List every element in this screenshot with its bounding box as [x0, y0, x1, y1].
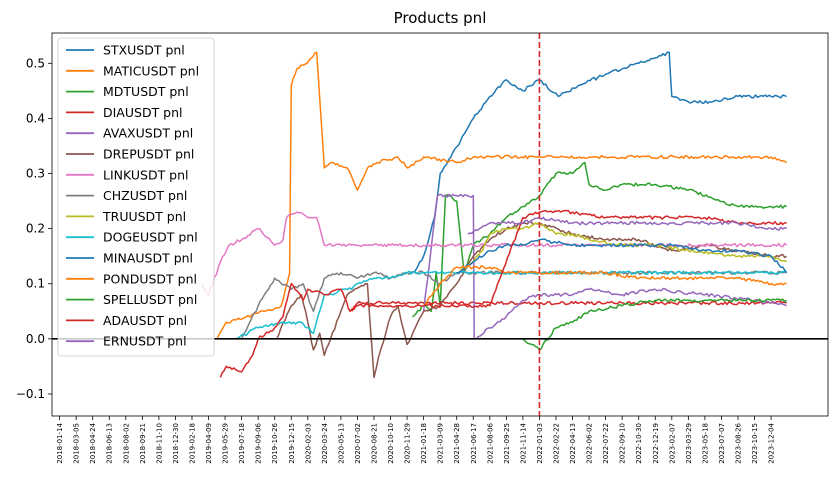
- legend-label: MATICUSDT pnl: [103, 63, 199, 78]
- x-tick-label: 2019-09-06: [255, 422, 263, 463]
- legend-label: LINKUSDT pnl: [103, 167, 189, 182]
- x-tick-label: 2020-07-02: [354, 423, 362, 464]
- legend-label: PONDUSDT pnl: [103, 271, 197, 286]
- x-tick-label: 2021-06-17: [470, 423, 478, 464]
- x-tick-label: 2018-03-05: [73, 423, 81, 464]
- x-tick-label: 2023-07-07: [718, 423, 726, 464]
- legend-label: CHZUSDT pnl: [103, 188, 187, 203]
- y-tick-label: 0.4: [26, 111, 45, 125]
- y-tick-label: 0.0: [26, 332, 45, 346]
- y-tick-label: 0.5: [26, 56, 45, 70]
- series-line-adausdt-pnl: [219, 209, 787, 378]
- y-tick-label: 0.3: [26, 167, 45, 181]
- x-tick-label: 2018-06-13: [106, 423, 114, 464]
- x-tick-label: 2022-04-13: [569, 423, 577, 464]
- y-tick-label: 0.1: [26, 277, 45, 291]
- series-line-dogeusdt-pnl: [235, 270, 788, 340]
- series-line-diausdt-pnl: [351, 300, 787, 312]
- series-line-pondusdt-pnl: [423, 264, 787, 307]
- y-tick-label: −0.1: [16, 387, 45, 401]
- x-tick-label: 2023-08-26: [735, 422, 743, 463]
- series-line-ernusdt-pnl: [467, 216, 787, 235]
- legend-label: TRUUSDT pnl: [102, 209, 186, 224]
- x-tick-label: 2021-08-06: [486, 422, 494, 463]
- legend-label: DOGEUSDT pnl: [103, 230, 198, 245]
- x-tick-label: 2022-01-03: [536, 423, 544, 464]
- x-tick-label: 2019-12-15: [288, 423, 296, 464]
- x-tick-label: 2023-03-29: [685, 423, 693, 464]
- x-tick-label: 2023-12-04: [768, 422, 776, 463]
- legend-label: AVAXUSDT pnl: [103, 126, 193, 141]
- x-tick-label: 2018-11-10: [155, 423, 163, 464]
- x-tick-label: 2018-12-30: [172, 423, 180, 464]
- legend: STXUSDT pnl MATICUSDT pnl MDTUSDT pnl DIAUS…: [57, 37, 215, 357]
- series-line-chzusdt-pnl: [240, 270, 787, 340]
- legend-label: SPELLUSDT pnl: [103, 292, 197, 307]
- x-tick-label: 2019-02-18: [189, 423, 197, 464]
- series-line-avaxusdt-pnl: [422, 193, 787, 340]
- series-line-spellusdt-pnl: [522, 298, 788, 351]
- x-tick-label: 2022-12-19: [652, 423, 660, 464]
- x-tick-label: 2023-10-15: [751, 423, 759, 464]
- x-tick-label: 2020-08-21: [371, 423, 379, 464]
- legend-label: DIAUSDT pnl: [103, 105, 183, 120]
- legend-label: ERNUSDT pnl: [103, 334, 187, 349]
- x-tick-label: 2022-06-02: [586, 423, 594, 464]
- series-line-truusdt-pnl: [457, 222, 787, 274]
- series-line-mdtusdt-pnl: [411, 161, 787, 318]
- series-line-minausdt-pnl: [456, 238, 788, 274]
- x-tick-label: 2022-07-22: [602, 423, 610, 464]
- series-line-linkusdt-pnl: [201, 211, 788, 296]
- series-layer: [201, 51, 788, 379]
- legend-box: [57, 37, 215, 357]
- x-tick-label: 2021-04-28: [453, 423, 461, 464]
- x-tick-label: 2021-01-18: [420, 423, 428, 464]
- x-tick-label: 2020-05-13: [337, 423, 345, 464]
- x-tick-label: 2018-04-24: [89, 422, 97, 463]
- x-tick-label: 2022-09-10: [619, 423, 627, 464]
- x-axis: 2018-01-14 2018-03-05 2018-04-24 2018-06-13…: [56, 416, 776, 464]
- x-tick-label: 2019-05-29: [222, 423, 230, 464]
- legend-label: ADAUSDT pnl: [103, 313, 187, 328]
- x-tick-label: 2022-10-30: [635, 423, 643, 464]
- x-tick-label: 2020-10-10: [387, 423, 395, 464]
- x-tick-label: 2019-10-26: [271, 422, 279, 463]
- series-line-stxusdt-pnl: [413, 51, 787, 274]
- legend-label: MINAUSDT pnl: [103, 251, 193, 266]
- x-tick-label: 2019-07-18: [238, 423, 246, 464]
- y-tick-label: 0.2: [26, 222, 45, 236]
- x-tick-label: 2018-09-21: [139, 423, 147, 464]
- y-axis: −0.1 0.0 0.1 0.2 0.3 0.4 0.5: [16, 56, 52, 401]
- legend-label: STXUSDT pnl: [103, 43, 185, 58]
- x-tick-label: 2018-01-14: [56, 422, 64, 463]
- legend-label: MDTUSDT pnl: [103, 84, 189, 99]
- x-tick-label: 2023-02-07: [668, 423, 676, 464]
- x-tick-label: 2021-03-09: [437, 423, 445, 464]
- x-tick-label: 2022-02-22: [553, 423, 561, 464]
- x-tick-label: 2021-11-14: [519, 422, 527, 463]
- legend-label: DREPUSDT pnl: [103, 147, 194, 162]
- x-tick-label: 2021-09-25: [503, 423, 511, 464]
- x-tick-label: 2020-11-29: [404, 423, 412, 464]
- chart-title: Products pnl: [394, 9, 487, 27]
- x-tick-label: 2018-08-02: [122, 423, 130, 464]
- x-tick-label: 2023-05-18: [701, 423, 709, 464]
- x-tick-label: 2020-03-24: [321, 422, 329, 463]
- series-line-maticusdt-pnl: [216, 51, 787, 340]
- x-tick-label: 2019-04-09: [205, 423, 213, 464]
- x-tick-label: 2020-02-03: [304, 423, 312, 464]
